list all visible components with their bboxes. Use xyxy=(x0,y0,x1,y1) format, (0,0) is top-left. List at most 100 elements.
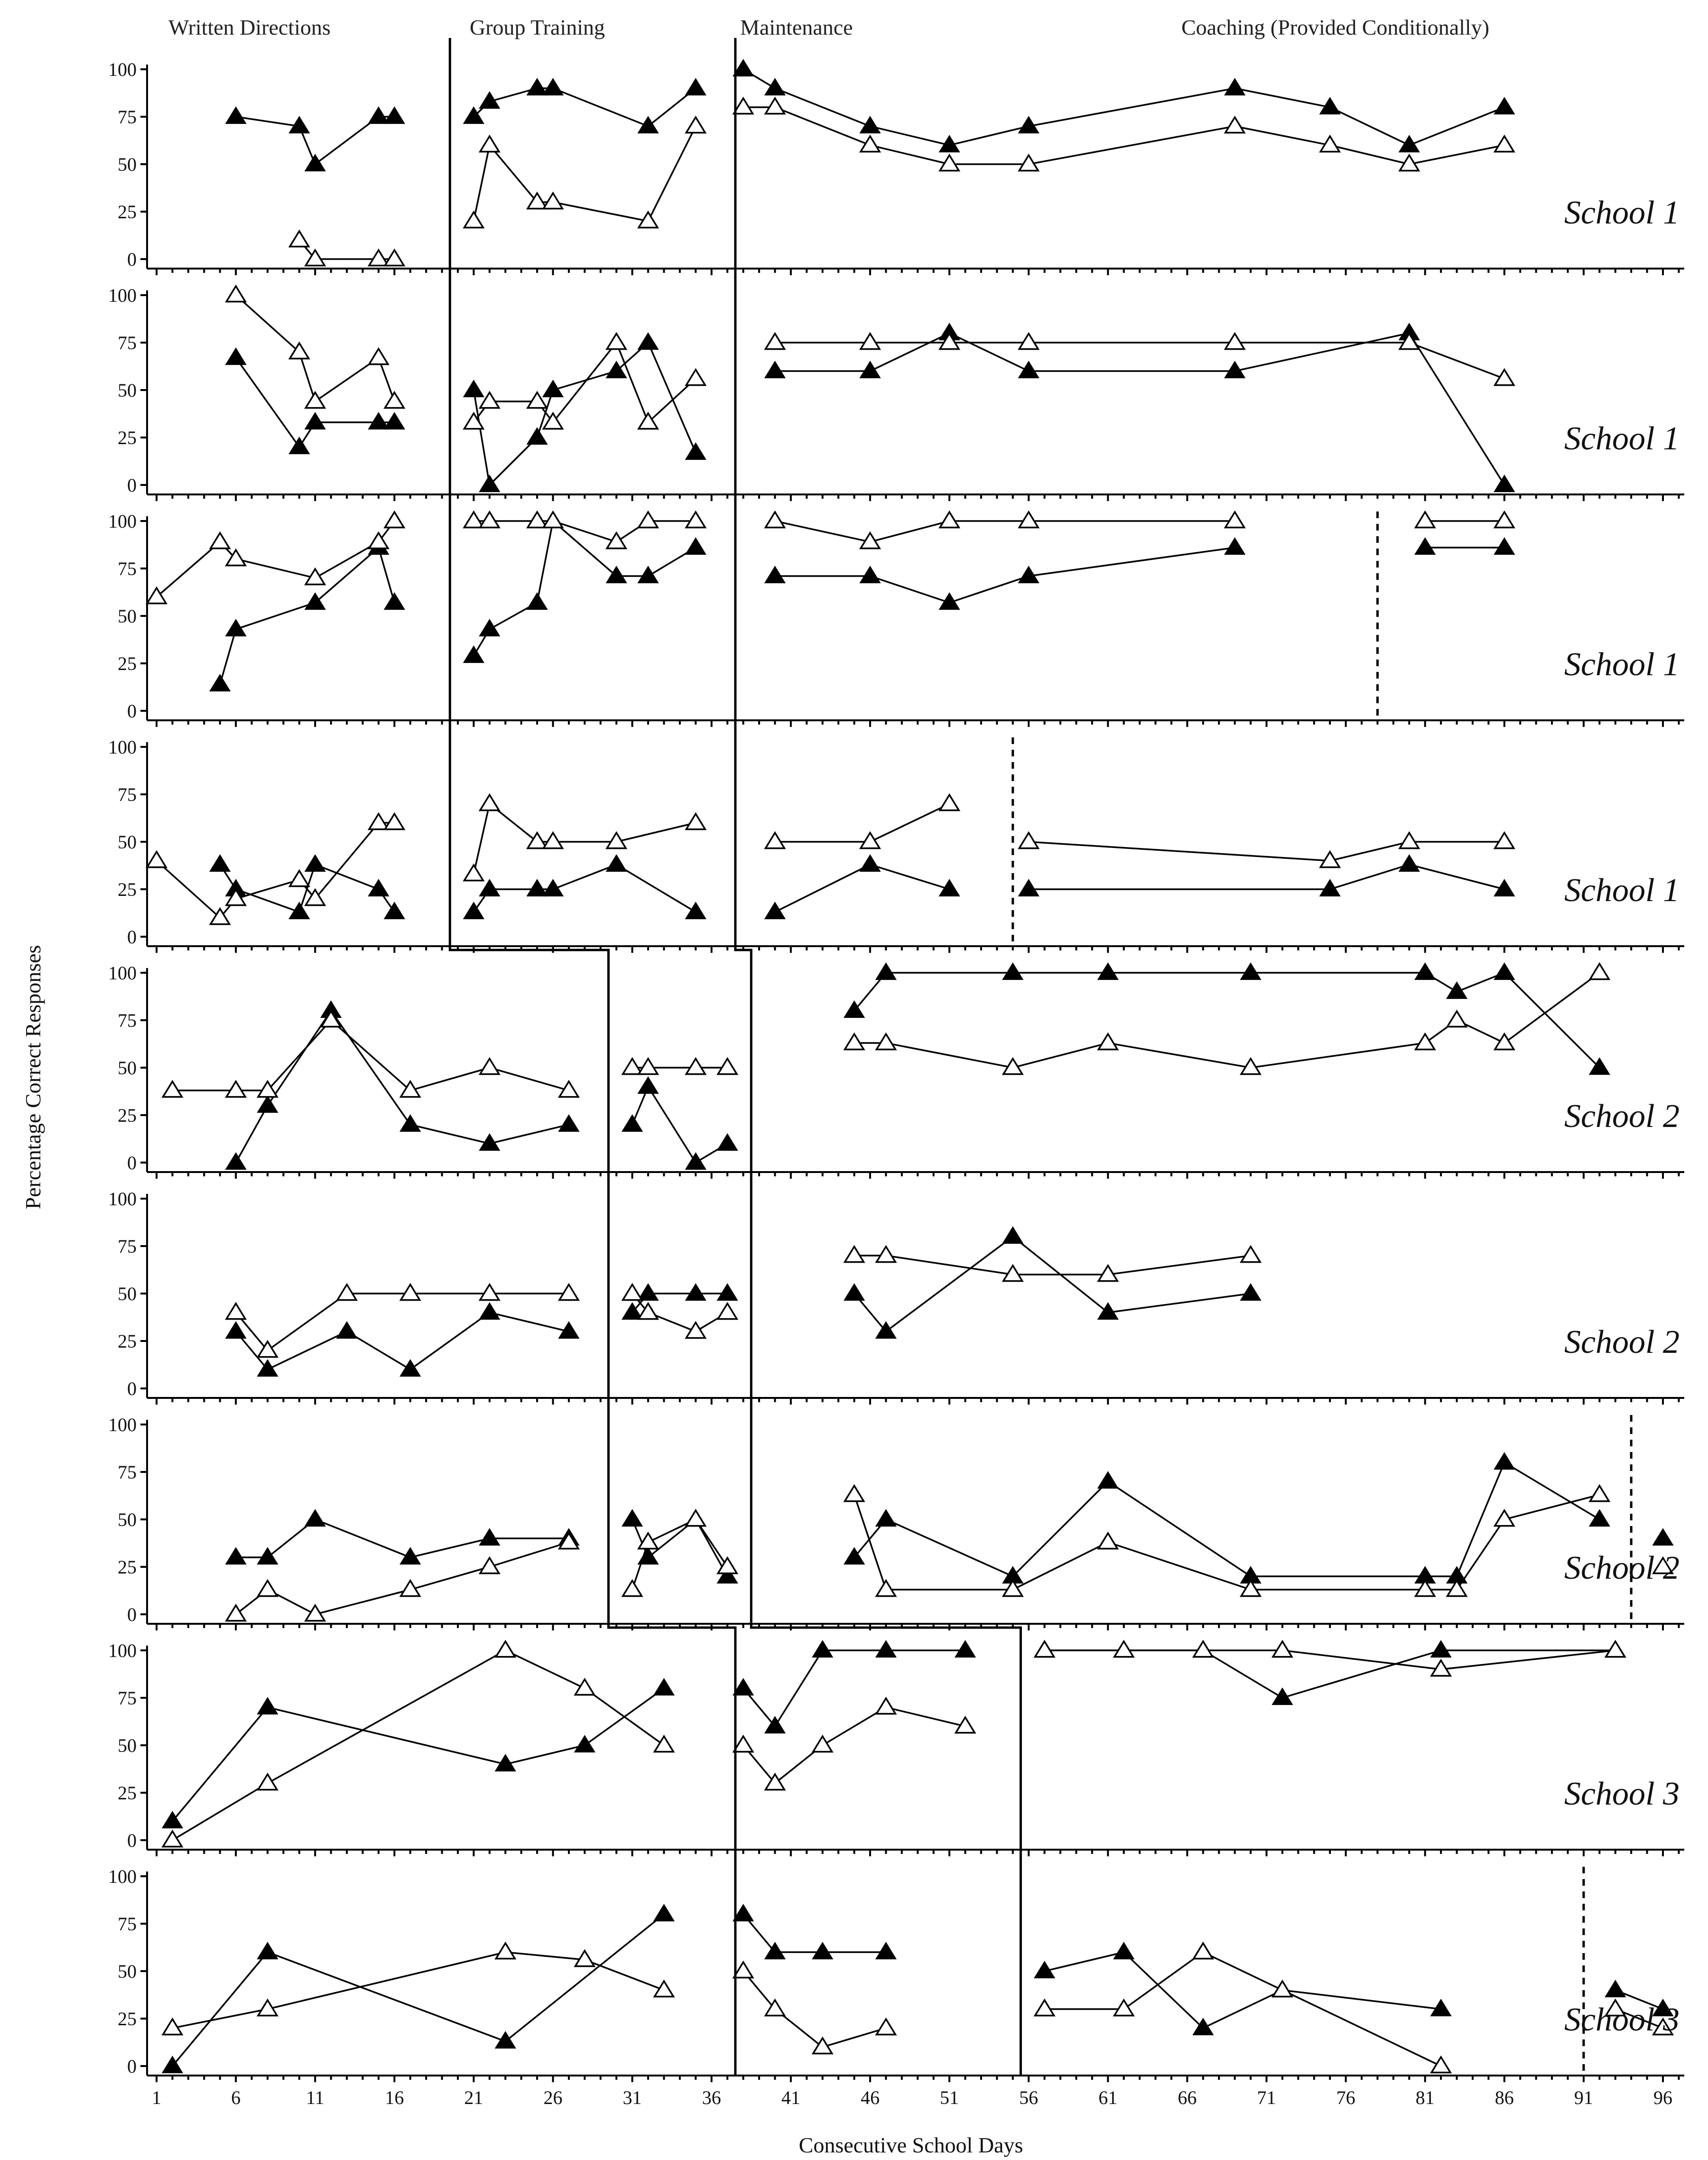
data-point-open xyxy=(764,1772,786,1791)
school-label: School 2 xyxy=(1564,1324,1680,1360)
data-point-open xyxy=(1018,510,1040,529)
y-tick-label: 75 xyxy=(118,1236,137,1257)
data-point-open xyxy=(716,1057,739,1075)
data-point-open xyxy=(843,1032,865,1051)
data-point-filled xyxy=(637,116,659,134)
series-line-filled xyxy=(235,1312,569,1371)
y-tick-label: 25 xyxy=(118,1556,137,1578)
data-point-open xyxy=(875,1696,897,1715)
data-point-filled xyxy=(368,106,390,124)
x-tick-label: 41 xyxy=(781,2087,800,2108)
data-point-filled xyxy=(843,1000,865,1018)
phase-change-lines xyxy=(448,38,1022,2076)
data-point-open xyxy=(256,1772,279,1791)
panel: 0 25 50 75 100 School 2 xyxy=(108,1188,1684,1405)
data-point-open xyxy=(145,850,168,868)
data-point-open xyxy=(685,1321,707,1339)
data-point-filled xyxy=(161,2056,184,2074)
phase-titles: Written Directions Group Training Mainte… xyxy=(168,15,1489,39)
y-tick-label: 75 xyxy=(118,1010,137,1031)
data-point-filled xyxy=(225,619,247,637)
data-point-open xyxy=(383,391,406,409)
data-point-filled xyxy=(685,1152,706,1170)
data-point-open xyxy=(478,1283,501,1301)
data-point-open xyxy=(1192,1941,1214,1960)
data-point-filled xyxy=(526,879,548,897)
data-point-open xyxy=(1398,831,1420,849)
data-point-filled xyxy=(843,1547,865,1565)
data-point-open xyxy=(1097,1264,1119,1282)
data-point-filled xyxy=(938,592,960,610)
data-point-open xyxy=(161,2017,184,2036)
panel: 0 25 50 75 100 School 1 xyxy=(108,59,1684,275)
data-point-open xyxy=(1493,510,1515,529)
data-point-open xyxy=(1652,1556,1674,1574)
data-point-filled xyxy=(938,879,960,897)
y-tick-label: 25 xyxy=(118,879,137,900)
series-line-open xyxy=(473,126,696,222)
data-point-filled xyxy=(1494,475,1515,493)
y-tick-label: 75 xyxy=(118,1462,137,1483)
y-tick-label: 75 xyxy=(118,558,137,579)
y-tick-label: 25 xyxy=(118,2008,137,2030)
data-point-open xyxy=(288,869,310,887)
panel: 0 25 50 75 100 School 2 xyxy=(108,1414,1684,1630)
data-point-filled xyxy=(399,1114,421,1132)
data-point-filled xyxy=(526,592,548,610)
panel: 0 25 50 75 100 School 3 xyxy=(108,1866,1684,2082)
data-point-open xyxy=(1319,134,1341,153)
data-point-filled xyxy=(764,1716,786,1734)
data-point-open xyxy=(954,1715,976,1734)
data-point-filled xyxy=(526,78,548,96)
data-point-filled xyxy=(716,1566,738,1584)
data-point-open xyxy=(875,1579,897,1597)
series-line-open xyxy=(235,1293,569,1352)
series-line-filled xyxy=(473,519,696,656)
data-point-open xyxy=(637,510,659,529)
data-point-open xyxy=(478,793,501,811)
data-point-open xyxy=(637,1531,659,1550)
school-label: School 1 xyxy=(1564,420,1680,457)
y-tick-label: 100 xyxy=(108,285,137,306)
y-tick-label: 50 xyxy=(118,1057,137,1079)
data-point-filled xyxy=(1002,962,1024,980)
data-point-open xyxy=(716,1556,739,1574)
data-point-open xyxy=(478,134,501,153)
data-point-filled xyxy=(479,879,501,897)
data-point-filled xyxy=(954,1640,976,1658)
data-point-open xyxy=(304,888,326,906)
data-point-open xyxy=(859,134,882,153)
data-point-open xyxy=(653,1734,675,1753)
y-tick-label: 0 xyxy=(127,1152,137,1173)
data-point-open xyxy=(225,284,247,303)
series-line-filled xyxy=(854,1235,1251,1333)
x-tick-label: 66 xyxy=(1178,2087,1197,2108)
data-point-open xyxy=(463,863,485,882)
data-point-open xyxy=(1652,2017,1674,2036)
data-point-filled xyxy=(859,361,881,379)
y-axis-title: Percentage Correct Responses xyxy=(21,945,45,1210)
phase-change-line-training xyxy=(448,38,737,2076)
y-tick-label: 100 xyxy=(108,511,137,532)
data-point-open xyxy=(542,191,564,210)
data-point-filled xyxy=(875,1640,897,1658)
panel: 0 25 50 75 100 School 2 xyxy=(108,962,1684,1179)
data-point-open xyxy=(304,248,326,267)
data-point-filled xyxy=(1240,1283,1262,1301)
data-point-filled xyxy=(225,1152,247,1170)
data-point-open xyxy=(557,1080,580,1098)
data-point-filled xyxy=(1018,116,1040,134)
data-point-open xyxy=(478,1057,501,1075)
data-point-open xyxy=(478,1556,501,1574)
data-point-filled xyxy=(494,2031,516,2049)
data-point-open xyxy=(764,96,786,115)
data-point-open xyxy=(256,1579,279,1597)
y-tick-label: 25 xyxy=(118,1105,137,1126)
data-point-open xyxy=(859,332,882,350)
data-point-open xyxy=(288,341,310,360)
y-tick-label: 75 xyxy=(118,1913,137,1935)
data-point-filled xyxy=(257,1547,278,1565)
y-tick-label: 0 xyxy=(127,700,137,722)
y-tick-label: 50 xyxy=(118,831,137,853)
data-point-open xyxy=(1588,1484,1611,1502)
